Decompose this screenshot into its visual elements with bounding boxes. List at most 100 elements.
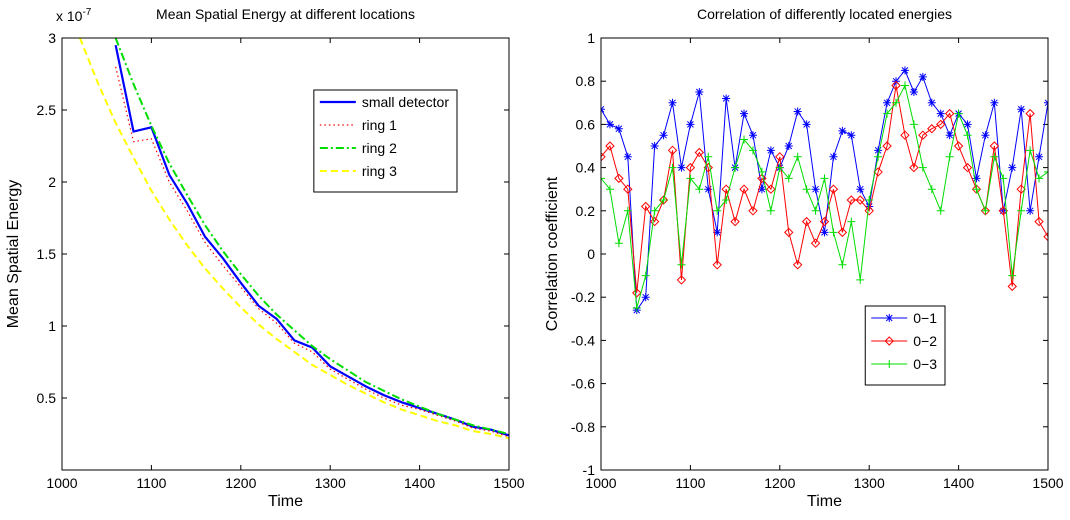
- series-line: [78, 38, 509, 440]
- marker: [900, 81, 909, 90]
- y-tick-label: 0.2: [576, 203, 596, 219]
- legend-label: ring 1: [362, 117, 397, 133]
- marker: [883, 98, 892, 107]
- x-tick-label: 1400: [943, 475, 974, 491]
- marker: [766, 206, 775, 215]
- marker: [748, 131, 757, 140]
- marker: [614, 173, 624, 184]
- marker: [1035, 152, 1044, 161]
- marker: [927, 98, 936, 107]
- marker: [909, 120, 918, 129]
- series-group: [78, 38, 509, 440]
- marker: [802, 120, 811, 129]
- marker: [632, 288, 642, 298]
- legend-label: small detector: [362, 94, 449, 110]
- marker: [632, 304, 641, 312]
- y-axis-label: Mean Spatial Energy: [5, 180, 22, 329]
- marker: [1043, 232, 1048, 242]
- marker: [865, 196, 874, 204]
- x-tick-label: 1100: [136, 475, 166, 491]
- marker: [614, 239, 623, 248]
- marker: [722, 196, 731, 204]
- legend-marker: [885, 360, 894, 368]
- marker: [686, 174, 695, 183]
- legend-marker: [885, 314, 894, 322]
- marker: [1017, 206, 1026, 215]
- marker: [1026, 206, 1035, 215]
- legend-label: ring 3: [362, 163, 397, 179]
- marker: [766, 146, 775, 155]
- marker: [792, 260, 803, 270]
- marker: [713, 206, 722, 215]
- y-tick-label: 0.8: [576, 73, 596, 89]
- marker: [999, 174, 1008, 183]
- marker: [685, 162, 696, 173]
- marker: [650, 142, 659, 150]
- marker: [686, 120, 695, 129]
- marker: [641, 293, 650, 302]
- marker: [668, 98, 677, 107]
- marker: [601, 174, 605, 183]
- marker: [918, 163, 927, 172]
- marker: [864, 206, 874, 216]
- marker: [1035, 174, 1044, 183]
- marker: [605, 120, 614, 129]
- marker: [677, 260, 686, 269]
- marker: [1025, 108, 1035, 119]
- marker: [713, 228, 722, 237]
- marker: [766, 184, 776, 194]
- marker: [748, 206, 758, 216]
- marker: [676, 275, 687, 285]
- marker: [614, 124, 623, 133]
- marker: [757, 173, 767, 184]
- marker: [1016, 184, 1026, 194]
- marker: [944, 108, 955, 119]
- y-scale-base: x 10: [56, 8, 83, 24]
- marker: [784, 142, 793, 150]
- marker: [811, 206, 820, 215]
- y-tick-label: -0.6: [571, 376, 595, 392]
- x-tick-label: 1200: [764, 475, 795, 491]
- marker: [909, 88, 918, 96]
- marker: [856, 275, 865, 284]
- marker: [882, 141, 892, 151]
- marker: [900, 130, 910, 140]
- marker: [722, 94, 731, 103]
- marker: [820, 228, 829, 237]
- marker: [953, 141, 964, 151]
- x-axis-label: Time: [807, 493, 842, 510]
- marker: [846, 195, 857, 205]
- y-tick-label: 2.5: [37, 102, 57, 118]
- marker: [972, 174, 981, 183]
- x-tick-label: 1500: [493, 475, 524, 491]
- plot-frame: [61, 37, 510, 471]
- y-scale-label: x 10-7: [56, 7, 92, 24]
- marker: [828, 184, 839, 194]
- marker: [712, 260, 722, 270]
- marker: [623, 184, 633, 194]
- marker: [730, 216, 740, 227]
- marker: [936, 109, 945, 118]
- marker: [847, 217, 856, 226]
- marker: [856, 185, 865, 194]
- y-tick-label: 0.6: [576, 116, 596, 132]
- marker: [704, 152, 713, 161]
- marker: [659, 131, 668, 140]
- marker: [936, 206, 945, 215]
- legend-label: 0−2: [913, 333, 937, 349]
- legend-box: [864, 305, 946, 386]
- marker: [945, 152, 954, 161]
- marker: [605, 185, 614, 194]
- marker: [810, 238, 821, 248]
- y-tick-label: -0.2: [571, 289, 595, 305]
- marker: [838, 126, 847, 135]
- y-tick-label: 1.5: [37, 246, 57, 262]
- marker: [954, 109, 963, 118]
- marker: [847, 131, 856, 140]
- marker: [829, 228, 838, 237]
- x-tick-label: 1400: [404, 475, 435, 491]
- marker: [640, 201, 651, 212]
- marker: [811, 185, 820, 194]
- marker: [918, 72, 927, 81]
